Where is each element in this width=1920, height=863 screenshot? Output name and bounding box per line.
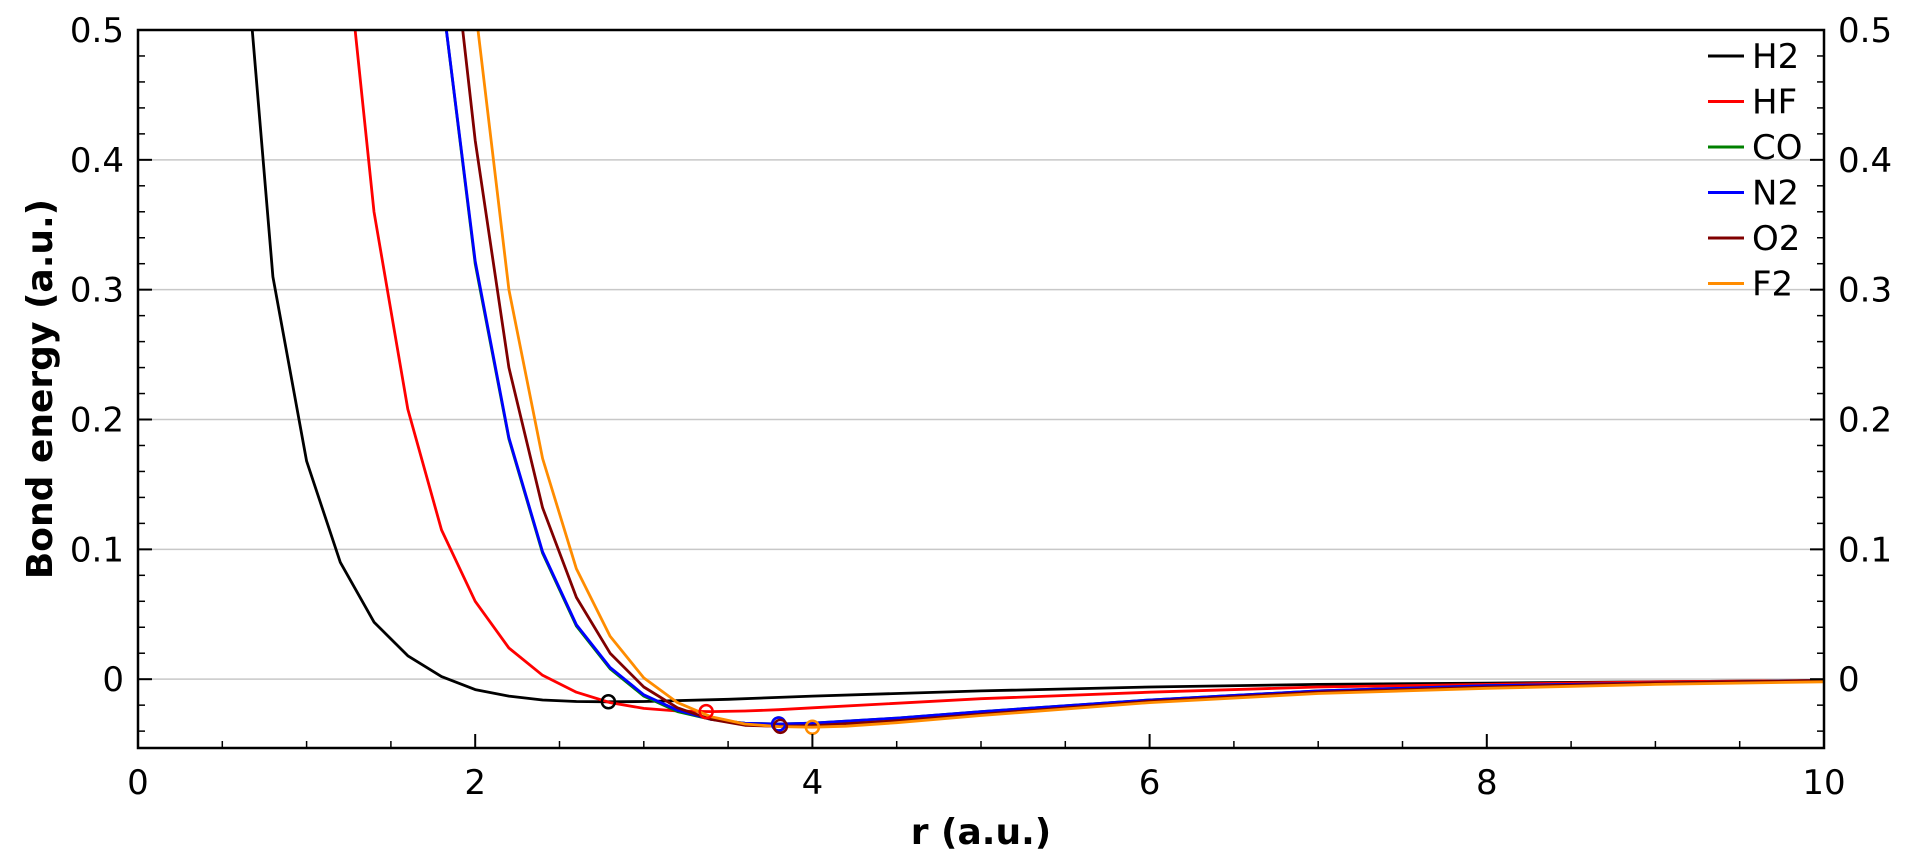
- x-tick-label: 0: [127, 763, 149, 803]
- y-tick-label-right: 0.4: [1838, 141, 1892, 181]
- min-marker-h2: [600, 694, 617, 710]
- y-tick-label-right: 0.2: [1838, 401, 1892, 441]
- min-marker-hf: [698, 703, 714, 720]
- min-marker-f2: [804, 719, 821, 735]
- gridlines: [138, 29, 1824, 680]
- y-tick-label: 0.1: [70, 530, 124, 570]
- y-tick-label: 0: [102, 660, 124, 700]
- legend-label-hf: HF: [1752, 83, 1797, 123]
- minimum-markers: [600, 694, 821, 735]
- y-tick-label-right: 0.5: [1838, 11, 1892, 51]
- legend-label-f2: F2: [1752, 265, 1793, 305]
- series-line-f2: [476, 30, 1824, 729]
- legend-label-n2: N2: [1752, 174, 1799, 214]
- series-line-hf: [353, 30, 1824, 713]
- series-line-n2: [444, 30, 1824, 726]
- tick-labels: 0 0 0.1 0.1 0.2 0.2 0.3 0.3 0.4 0.4 0.5 0.5 0 2 4 6 8 10: [70, 11, 1892, 803]
- legend-label-co: CO: [1752, 128, 1803, 168]
- legend-label-o2: O2: [1752, 219, 1800, 259]
- y-tick-label-right: 0.3: [1838, 271, 1892, 311]
- y-tick-label-right: 0.1: [1838, 530, 1892, 570]
- axis-ticks: [137, 29, 1825, 748]
- series-line-o2: [461, 30, 1824, 728]
- x-tick-label: 2: [464, 763, 486, 803]
- x-tick-label: 8: [1476, 763, 1498, 803]
- y-axis-title: Bond energy (a.u.): [20, 199, 61, 579]
- x-tick-label: 6: [1139, 763, 1161, 803]
- x-tick-label: 4: [802, 763, 824, 803]
- legend-label-h2: H2: [1752, 37, 1799, 77]
- y-tick-label-right: 0: [1838, 660, 1860, 700]
- legend: H2 HF CO N2 O2 F2: [1708, 37, 1803, 305]
- min-marker-o2: [772, 718, 789, 735]
- series-line-h2: [250, 30, 1824, 704]
- series-line-co: [444, 30, 1824, 726]
- x-axis-title: r (a.u.): [911, 812, 1051, 853]
- x-tick-label: 10: [1802, 763, 1845, 803]
- y-tick-label: 0.4: [70, 141, 124, 181]
- y-tick-label: 0.2: [70, 401, 124, 441]
- y-tick-label: 0.3: [70, 271, 124, 311]
- series-lines: [250, 30, 1824, 729]
- y-tick-label: 0.5: [70, 11, 124, 51]
